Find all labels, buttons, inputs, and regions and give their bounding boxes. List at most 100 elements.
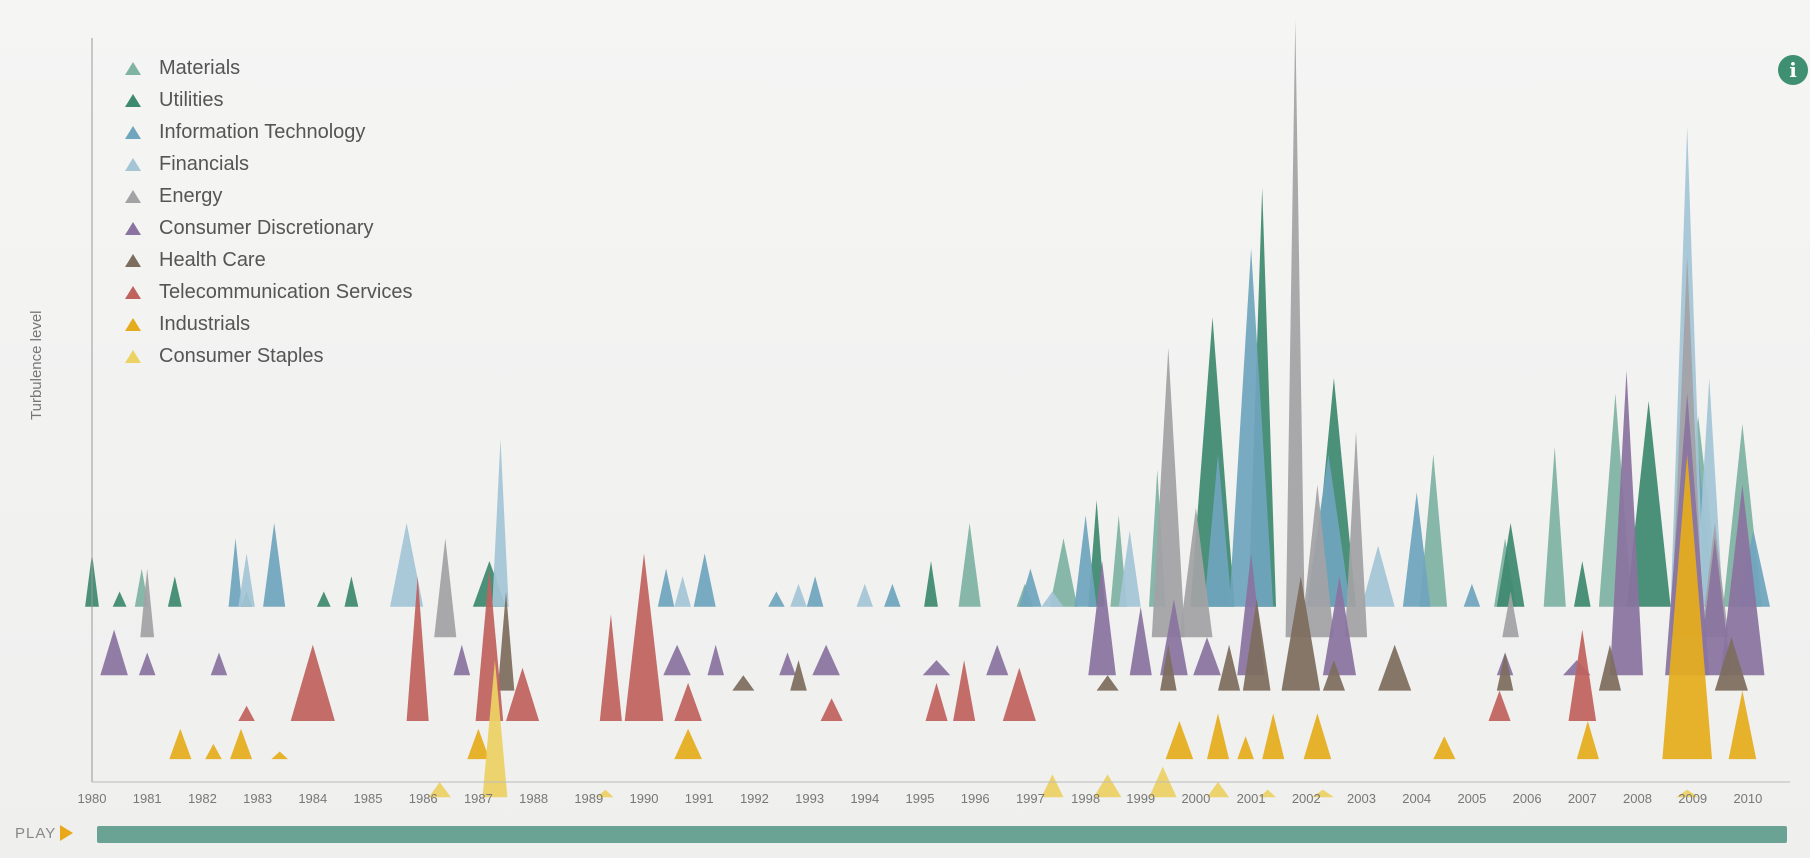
chart-legend: Materials Utilities Information Technology… <box>125 52 412 372</box>
legend-item: Utilities <box>125 84 412 116</box>
area-peak <box>263 522 286 607</box>
x-tick-label: 1989 <box>574 791 603 806</box>
area-peak <box>1322 576 1356 676</box>
legend-item: Industrials <box>125 308 412 340</box>
x-tick-label: 1984 <box>298 791 327 806</box>
triangle-icon <box>125 317 141 331</box>
area-peak <box>922 660 951 676</box>
series-group <box>228 248 1770 607</box>
legend-label: Industrials <box>159 312 251 335</box>
info-icon[interactable]: i <box>1778 55 1808 85</box>
area-peak <box>238 705 255 721</box>
area-peak <box>924 561 938 607</box>
x-tick-label: 1990 <box>630 791 659 806</box>
area-peak <box>210 652 228 676</box>
area-peak <box>390 522 424 607</box>
x-tick-label: 1992 <box>740 791 769 806</box>
play-icon[interactable] <box>60 825 74 841</box>
legend-item: Consumer Staples <box>125 340 412 372</box>
play-control[interactable]: PLAY <box>15 822 74 844</box>
x-tick-label: 1985 <box>354 791 383 806</box>
triangle-icon <box>125 93 141 107</box>
x-tick-label: 1981 <box>133 791 162 806</box>
area-peak <box>1096 675 1119 691</box>
area-peak <box>169 728 192 760</box>
play-label: PLAY <box>15 824 57 842</box>
triangle-icon <box>125 157 141 171</box>
area-peak <box>406 576 429 721</box>
area-peak <box>1285 20 1305 638</box>
area-peak <box>1598 644 1621 691</box>
legend-item: Materials <box>125 52 412 84</box>
area-peak <box>230 728 253 760</box>
legend-item: Health Care <box>125 244 412 276</box>
area-peak <box>1237 736 1254 760</box>
area-peak <box>1419 454 1448 607</box>
legend-label: Information Technology <box>159 120 366 143</box>
legend-label: Energy <box>159 184 223 207</box>
area-peak <box>1576 721 1599 760</box>
area-peak <box>1207 782 1230 798</box>
area-peak <box>732 675 755 691</box>
area-peak <box>1218 644 1241 691</box>
area-peak <box>1496 522 1525 607</box>
area-peak <box>1728 690 1757 760</box>
area-peak <box>674 576 691 607</box>
area-peak <box>453 644 471 676</box>
series-group <box>238 553 1597 721</box>
legend-item: Consumer Discretionary <box>125 212 412 244</box>
x-tick-label: 1999 <box>1126 791 1155 806</box>
x-tick-label: 1997 <box>1016 791 1045 806</box>
area-peak <box>599 614 622 721</box>
area-peak <box>1041 774 1064 798</box>
area-peak <box>1179 507 1213 638</box>
area-peak <box>434 538 457 638</box>
x-tick-label: 1982 <box>188 791 217 806</box>
x-tick-label: 2007 <box>1568 791 1597 806</box>
area-peak <box>1019 568 1042 607</box>
timeline-scrubber[interactable] <box>97 826 1787 843</box>
x-tick-label: 1986 <box>409 791 438 806</box>
area-peak <box>1300 484 1334 638</box>
area-peak <box>271 751 288 760</box>
triangle-icon <box>125 253 141 267</box>
series-group <box>497 576 1748 691</box>
area-peak <box>228 538 243 607</box>
x-tick-label: 1995 <box>906 791 935 806</box>
x-tick-label: 1988 <box>519 791 548 806</box>
area-peak <box>1093 774 1122 798</box>
x-tick-label: 1996 <box>961 791 990 806</box>
area-peak <box>1118 530 1141 607</box>
area-peak <box>1402 492 1431 607</box>
x-tick-label: 1983 <box>243 791 272 806</box>
area-peak <box>167 576 182 607</box>
area-peak <box>790 583 807 607</box>
area-peak <box>112 591 127 607</box>
area-peak <box>1698 538 1732 676</box>
area-peak <box>1204 454 1232 607</box>
area-peak <box>624 553 664 721</box>
area-peak <box>1496 652 1514 691</box>
area-peak <box>925 682 948 721</box>
legend-item: Information Technology <box>125 116 412 148</box>
area-peak <box>1151 347 1185 638</box>
area-peak <box>1543 446 1566 607</box>
area-peak <box>1160 644 1177 691</box>
legend-item: Financials <box>125 148 412 180</box>
area-peak <box>428 782 451 798</box>
area-peak <box>779 652 796 676</box>
area-peak <box>1322 660 1345 691</box>
legend-label: Materials <box>159 56 241 79</box>
legend-label: Health Care <box>159 248 266 271</box>
area-peak <box>467 728 490 760</box>
area-peak <box>1259 789 1276 798</box>
area-peak <box>1193 637 1221 676</box>
area-peak <box>492 439 509 607</box>
area-peak <box>1129 606 1152 676</box>
area-peak <box>290 644 335 721</box>
area-peak <box>1378 644 1412 691</box>
area-peak <box>768 591 785 607</box>
area-peak <box>138 652 156 676</box>
area-peak <box>820 698 843 721</box>
